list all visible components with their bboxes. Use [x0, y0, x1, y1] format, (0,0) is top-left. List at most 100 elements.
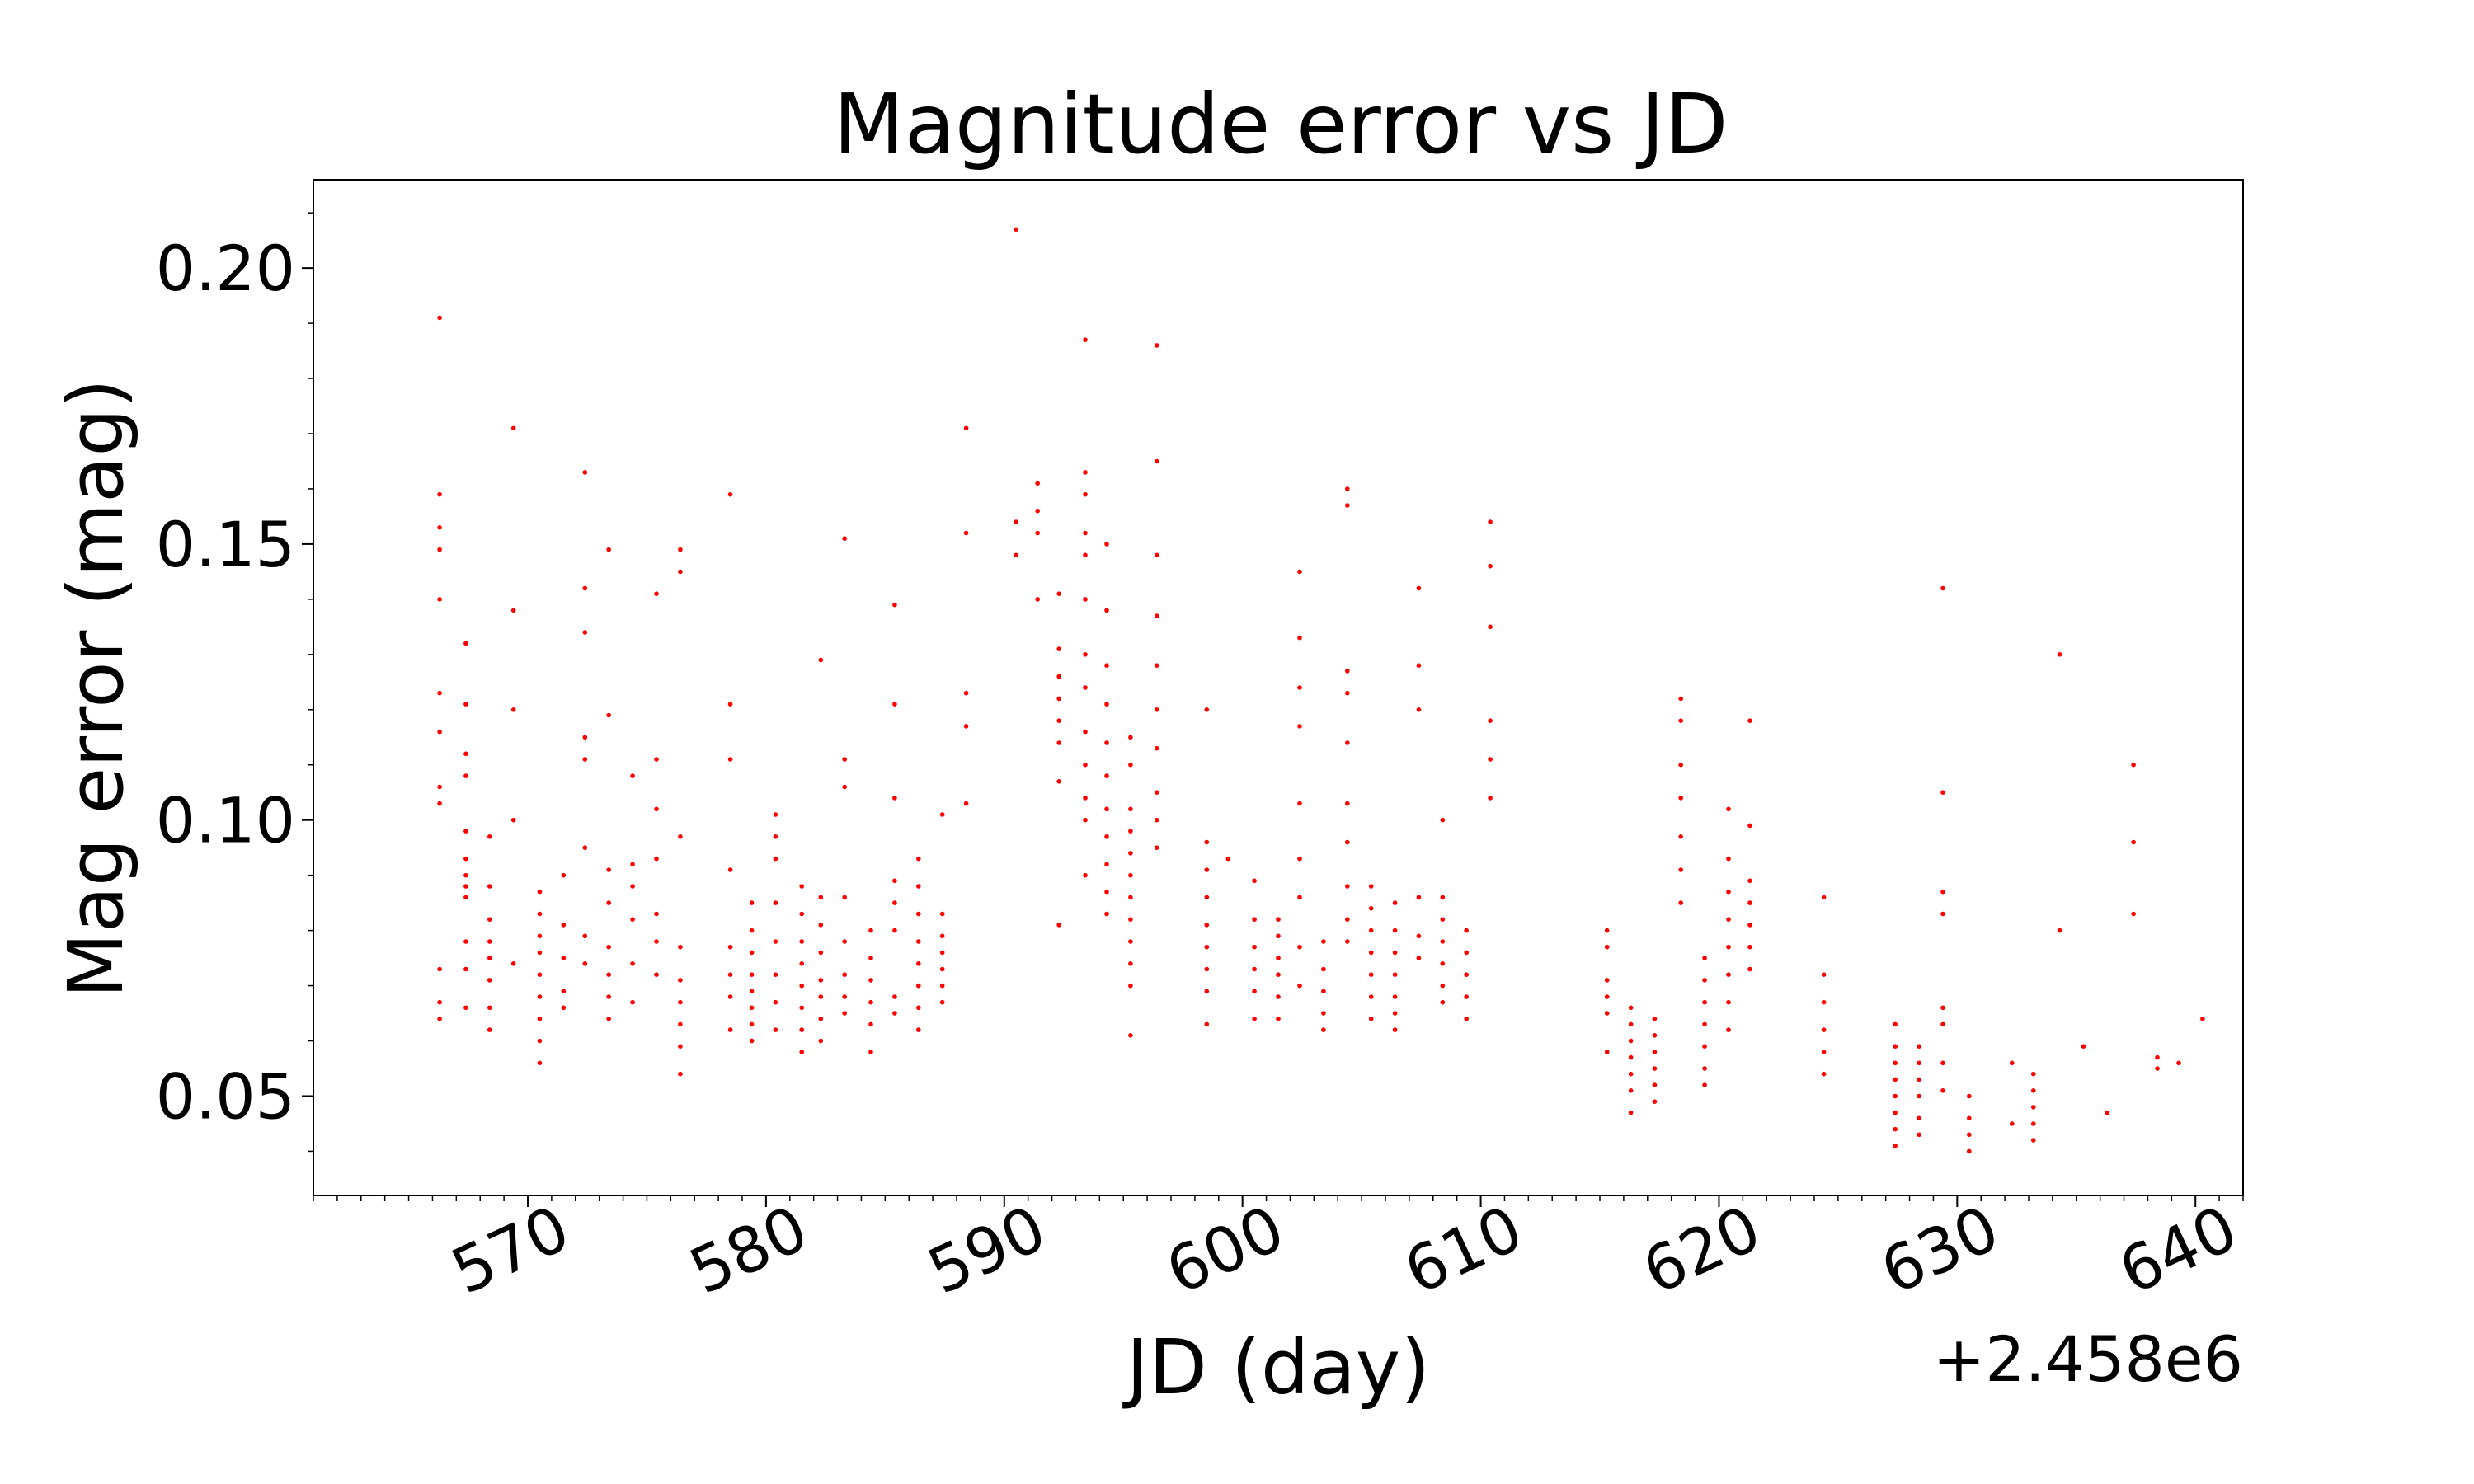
data-point: [892, 796, 897, 801]
data-point: [892, 602, 897, 608]
data-point: [818, 657, 824, 663]
data-point: [1967, 1148, 1972, 1154]
data-point: [1154, 817, 1159, 823]
data-point: [1440, 939, 1446, 944]
data-point: [1204, 989, 1210, 994]
data-point: [1440, 999, 1446, 1005]
data-point: [1321, 1011, 1326, 1016]
data-point: [1678, 762, 1683, 768]
data-point: [1702, 1021, 1707, 1027]
x-tick-label: 570: [440, 1191, 580, 1308]
data-point: [842, 784, 847, 790]
data-point: [463, 856, 468, 862]
data-point: [1083, 872, 1088, 878]
data-point: [1204, 944, 1210, 950]
data-point: [1035, 508, 1040, 514]
data-point: [2031, 1121, 2036, 1126]
x-tick-label: 630: [1870, 1191, 2010, 1308]
data-point: [1154, 745, 1159, 751]
data-point: [1678, 796, 1683, 801]
data-point: [963, 530, 969, 536]
data-point: [1128, 829, 1133, 834]
data-point: [1104, 806, 1109, 812]
data-point: [1345, 503, 1350, 508]
data-point: [916, 1027, 921, 1032]
data-point: [487, 956, 492, 960]
data-point: [1940, 1005, 1945, 1011]
data-point: [1035, 481, 1040, 486]
data-point: [1276, 994, 1281, 999]
x-tick-label: 600: [1155, 1191, 1295, 1308]
data-point: [606, 900, 611, 905]
data-point: [1628, 1021, 1634, 1027]
data-point: [487, 939, 492, 944]
data-point: [678, 978, 683, 983]
data-point: [1204, 1021, 1210, 1027]
data-point: [749, 928, 755, 933]
data-point: [1252, 1016, 1257, 1021]
data-point: [1204, 839, 1210, 845]
data-point: [1488, 718, 1493, 723]
data-point: [1416, 895, 1422, 900]
data-point: [487, 978, 492, 983]
data-point: [1702, 1044, 1707, 1049]
data-point: [1604, 944, 1610, 950]
data-point: [606, 547, 611, 552]
data-point: [939, 983, 945, 989]
data-point: [1083, 530, 1088, 536]
data-point: [1747, 823, 1752, 829]
data-point: [1104, 834, 1109, 839]
data-point: [1940, 1060, 1945, 1066]
data-point: [1893, 1060, 1898, 1066]
data-point: [1702, 1082, 1707, 1087]
data-point: [1083, 552, 1088, 558]
data-point: [1440, 983, 1446, 989]
data-point: [773, 900, 778, 905]
data-point: [1154, 663, 1159, 668]
data-point: [437, 729, 442, 735]
data-point: [1678, 867, 1683, 872]
x-tick-label: 590: [917, 1191, 1056, 1308]
data-point: [1893, 1021, 1898, 1027]
data-point: [1464, 994, 1469, 999]
data-point: [463, 829, 468, 834]
data-point: [1652, 1050, 1658, 1054]
data-point: [1104, 911, 1109, 917]
data-point: [773, 939, 778, 944]
data-point: [1035, 597, 1040, 602]
data-point: [1967, 1115, 1972, 1121]
data-point: [1893, 1044, 1898, 1049]
data-point: [1416, 956, 1422, 960]
data-point: [799, 983, 804, 989]
data-point: [1940, 585, 1945, 591]
data-point: [727, 702, 733, 707]
data-point: [1104, 702, 1109, 707]
data-point: [1392, 900, 1398, 905]
data-point: [868, 978, 873, 983]
data-point: [1678, 900, 1683, 905]
data-point: [678, 944, 683, 950]
data-point: [1056, 740, 1061, 745]
data-point: [1368, 1016, 1374, 1021]
data-point: [2010, 1121, 2015, 1126]
data-point: [727, 972, 733, 977]
data-point: [463, 702, 468, 707]
data-point: [582, 585, 588, 591]
data-point: [1204, 923, 1210, 928]
data-point: [487, 1005, 492, 1011]
data-point: [1652, 1099, 1658, 1104]
data-point: [818, 950, 824, 956]
data-point: [916, 983, 921, 989]
data-point: [1083, 729, 1088, 735]
x-tick-label: 610: [1394, 1191, 1533, 1308]
data-point: [1297, 856, 1302, 862]
data-point: [1276, 933, 1281, 939]
data-point: [606, 972, 611, 977]
data-point: [510, 961, 516, 966]
data-point: [2057, 928, 2062, 933]
data-point: [1416, 707, 1422, 712]
data-point: [1204, 895, 1210, 900]
data-point: [1297, 569, 1302, 575]
data-point: [1128, 872, 1133, 878]
y-tick-label: 0.20: [156, 232, 295, 305]
